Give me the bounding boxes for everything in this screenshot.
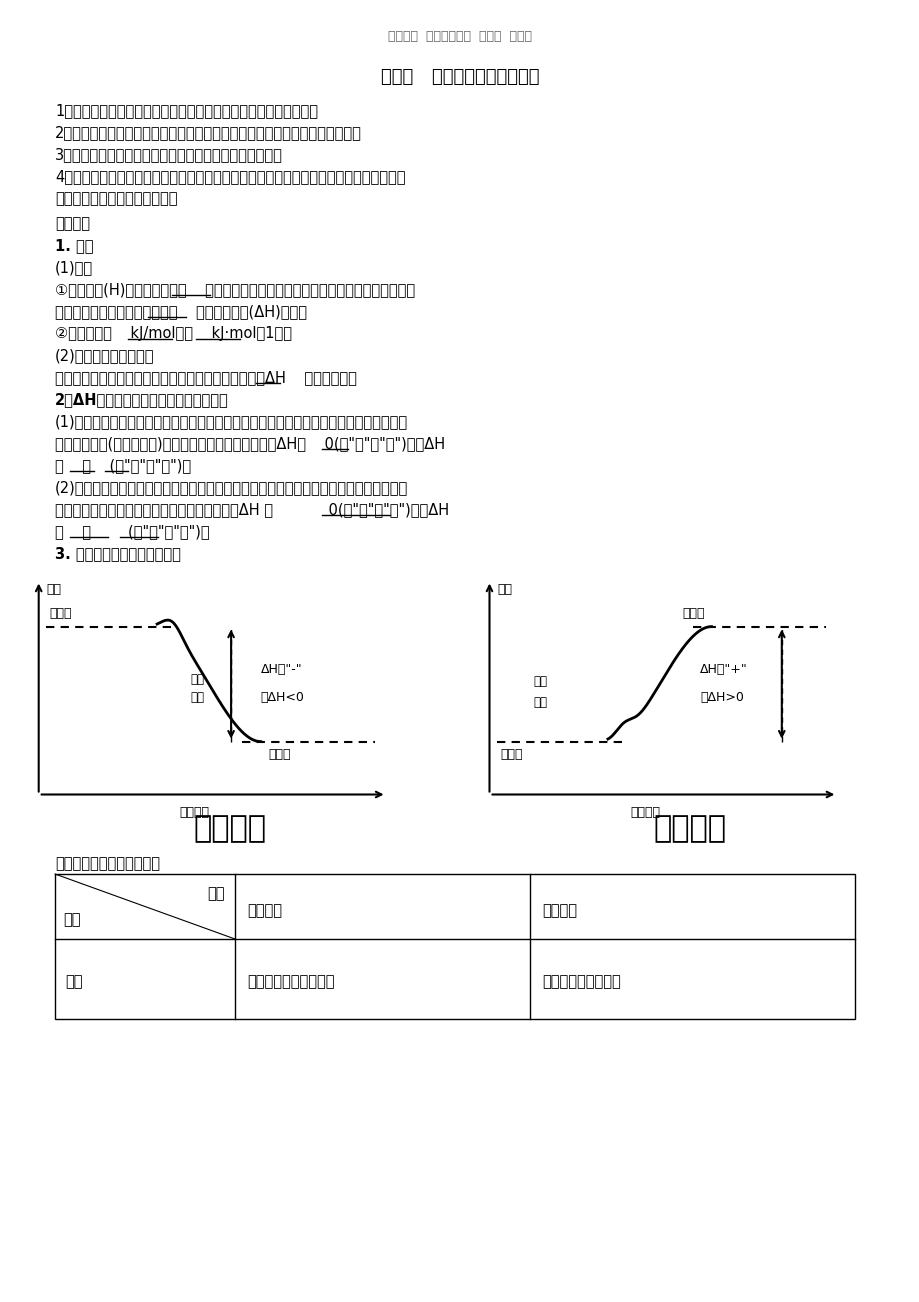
Text: 反应过程: 反应过程 <box>179 806 209 819</box>
Text: ΔH为"+": ΔH为"+" <box>699 664 747 677</box>
Text: 1. 焓变: 1. 焓变 <box>55 238 94 253</box>
Text: 热量: 热量 <box>533 695 548 708</box>
Text: ①概述：焓(H)是与内能有关的    物理量。在一定条件下，某一化学反应是吸热反应还是: ①概述：焓(H)是与内能有关的 物理量。在一定条件下，某一化学反应是吸热反应还是 <box>55 283 414 297</box>
Text: 一、焓变: 一、焓变 <box>55 216 90 230</box>
Text: (1)放热反应：反应完成时，生成物释放的总能量大于反应物吸收的总能量的反应。由于反: (1)放热反应：反应完成时，生成物释放的总能量大于反应物吸收的总能量的反应。由于… <box>55 414 408 428</box>
Text: 放热反应: 放热反应 <box>193 814 267 842</box>
Text: 吸收热量的化学反应: 吸收热量的化学反应 <box>541 974 620 990</box>
Text: 为    正        (填"正"或"负")。: 为 正 (填"正"或"负")。 <box>55 523 210 539</box>
Text: 或ΔH<0: 或ΔH<0 <box>260 691 304 704</box>
Text: ②常用单位：    kJ/mol（或    kJ·mol－1）。: ②常用单位： kJ/mol（或 kJ·mol－1）。 <box>55 326 291 341</box>
Text: 反应物: 反应物 <box>50 607 73 620</box>
Text: 反应物: 反应物 <box>500 749 523 762</box>
Text: (2)焓变与反应热的关系: (2)焓变与反应热的关系 <box>55 348 154 363</box>
Text: 1．了解化学反应中能量转化的原因，能说出常见的能量转化形式。: 1．了解化学反应中能量转化的原因，能说出常见的能量转化形式。 <box>55 103 318 118</box>
Text: 放出: 放出 <box>190 673 204 686</box>
Text: 3. 化学反应中能量变化的图示: 3. 化学反应中能量变化的图示 <box>55 546 181 561</box>
Text: 能量: 能量 <box>496 583 511 596</box>
Text: 反应过程: 反应过程 <box>630 806 659 819</box>
Text: 智华教育  教师竞赛教案  反应热  矫宝婷: 智华教育 教师竞赛教案 反应热 矫宝婷 <box>388 30 531 43</box>
Text: 类型: 类型 <box>208 885 225 901</box>
Text: 放热反应，由生成物与反应物的    焓值差即焓变(ΔH)决定。: 放热反应，由生成物与反应物的 焓值差即焓变(ΔH)决定。 <box>55 303 307 319</box>
Text: 热量: 热量 <box>190 691 204 704</box>
Text: 能量: 能量 <box>46 583 61 596</box>
Text: 应后放出热量(释放给环境)能使反应体系的能量降低，故ΔH＜    0(填"＜"或"＞")，即ΔH: 应后放出热量(释放给环境)能使反应体系的能量降低，故ΔH＜ 0(填"＜"或"＞"… <box>55 436 445 450</box>
Text: 生成物: 生成物 <box>267 749 290 762</box>
Text: 4．认识化学反应过程中同时存在着物质和能量的变化，能量的多少取决于反应物和生成物: 4．认识化学反应过程中同时存在着物质和能量的变化，能量的多少取决于反应物和生成物 <box>55 169 405 184</box>
Text: 2．ΔH的正、负和吸热、放热反应的关系: 2．ΔH的正、负和吸热、放热反应的关系 <box>55 392 229 408</box>
Text: 恒压条件下，反应的热效应等于焓变。因此，我们常用ΔH    表示反应热。: 恒压条件下，反应的热效应等于焓变。因此，我们常用ΔH 表示反应热。 <box>55 370 357 385</box>
Text: 比较: 比较 <box>62 911 81 927</box>
Text: 或ΔH>0: 或ΔH>0 <box>699 691 743 704</box>
Text: 第一节   化学反应与能量的变化: 第一节 化学反应与能量的变化 <box>380 68 539 86</box>
Text: 3．了解热化学方程式的含义并能正确书写热化学方程式。: 3．了解热化学方程式的含义并能正确书写热化学方程式。 <box>55 147 282 161</box>
Text: 生成物: 生成物 <box>681 607 704 620</box>
Text: (2)吸热反应：反应完成时，生成物释放的总能量小于反应物吸收的总能量的反应。由于反: (2)吸热反应：反应完成时，生成物释放的总能量小于反应物吸收的总能量的反应。由于… <box>55 480 408 495</box>
Text: 吸热反应: 吸热反应 <box>652 814 726 842</box>
Text: ΔH为"-": ΔH为"-" <box>260 664 302 677</box>
Text: 应时吸收环境能量而使反应体系的能量升高，故ΔH ＞            0(填"＜"或"＞")，即ΔH: 应时吸收环境能量而使反应体系的能量升高，故ΔH ＞ 0(填"＜"或"＞")，即Δ… <box>55 503 448 517</box>
Text: 有热量放出的化学反应: 有热量放出的化学反应 <box>246 974 335 990</box>
Text: 为    负    (填"正"或"负")。: 为 负 (填"正"或"负")。 <box>55 458 191 473</box>
Text: 2．了解化学能与热能的相互转化。了解吸热反应、放热反应、反应热等概念。: 2．了解化学能与热能的相互转化。了解吸热反应、放热反应、反应热等概念。 <box>55 125 361 141</box>
Text: (1)焓变: (1)焓变 <box>55 260 93 275</box>
Text: 吸热反应: 吸热反应 <box>541 904 576 918</box>
Text: 的质量，反应过程中能量守恒。: 的质量，反应过程中能量守恒。 <box>55 191 177 206</box>
Text: 放热反应: 放热反应 <box>246 904 282 918</box>
Text: 定义: 定义 <box>65 974 83 990</box>
Text: 放热反应和吸热反应的比较: 放热反应和吸热反应的比较 <box>55 855 160 871</box>
Text: 吸收: 吸收 <box>533 674 548 687</box>
Bar <box>55 874 854 1019</box>
